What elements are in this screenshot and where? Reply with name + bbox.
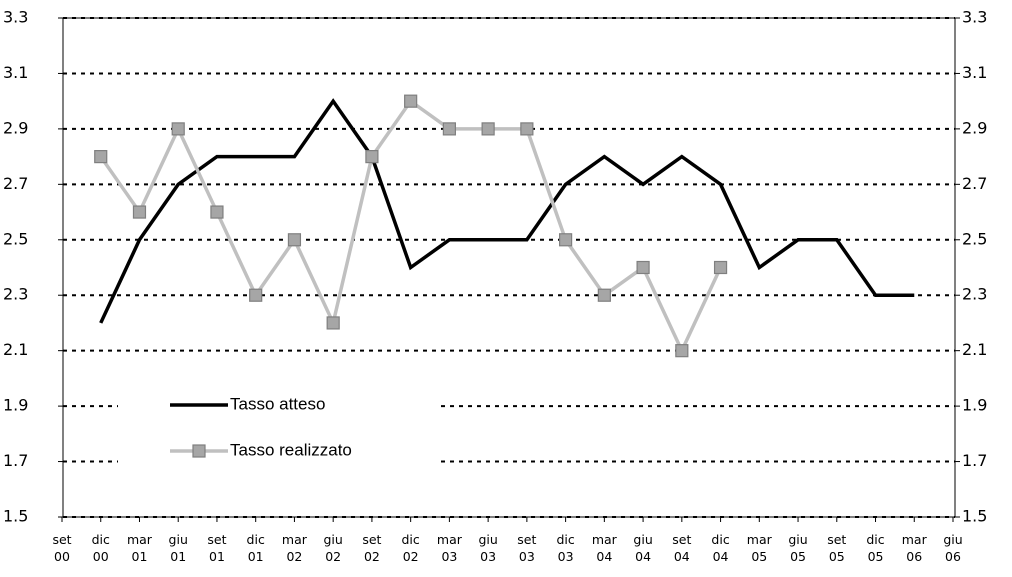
x-tick-label: giu 02	[323, 532, 343, 564]
marker	[481, 122, 495, 136]
y-tick-label: 2.9	[3, 118, 28, 137]
x-tick-label: giu 04	[633, 532, 653, 564]
x-tick-label: dic 01	[246, 532, 265, 564]
x-tick-label: giu 01	[168, 532, 188, 564]
x-tick-label: set 02	[362, 532, 382, 564]
y2-tick-label: 2.5	[962, 229, 987, 248]
x-tick-label: set 01	[207, 532, 227, 564]
x-tick-label: set 05	[827, 532, 847, 564]
plot-frame	[62, 17, 956, 518]
marker	[249, 288, 263, 302]
x-tick-label: dic 02	[401, 532, 420, 564]
marker	[326, 316, 340, 330]
y2-tick-label: 3.3	[962, 8, 987, 27]
y2-tick-label: 2.9	[962, 118, 987, 137]
x-tick-label: giu 05	[788, 532, 808, 564]
y2-tick-label: 2.1	[962, 340, 987, 359]
x-tick-label: set 04	[672, 532, 692, 564]
x-tick-label: dic 03	[556, 532, 575, 564]
series-line	[99, 98, 723, 355]
y2-tick-label: 1.5	[962, 507, 987, 526]
legend-box	[118, 384, 440, 476]
y-tick-label: 2.5	[3, 229, 28, 248]
marker	[132, 205, 147, 219]
x-tick-label: set 00	[52, 532, 72, 564]
marker	[597, 288, 611, 302]
marker	[559, 233, 573, 247]
x-tick-label: mar 06	[901, 532, 927, 564]
x-tick-label: giu 03	[478, 532, 498, 564]
x-tick-label: giu 06	[943, 532, 963, 564]
x-tick-label: mar 04	[591, 532, 617, 564]
x-tick-label: mar 01	[126, 532, 152, 564]
y-tick-label: 2.3	[3, 285, 28, 304]
marker	[675, 344, 689, 358]
x-tick-label: dic 04	[711, 532, 730, 564]
y2-tick-label: 3.1	[962, 63, 987, 82]
marker	[94, 150, 108, 164]
y2-tick-label: 1.9	[962, 396, 987, 415]
legend-label: Tasso realizzato	[230, 440, 352, 459]
legend-label: Tasso atteso	[230, 394, 325, 413]
y-tick-label: 1.7	[3, 451, 28, 470]
y-tick-label: 3.1	[3, 63, 28, 82]
marker	[636, 260, 650, 275]
marker	[287, 233, 302, 247]
marker	[713, 260, 728, 275]
y-tick-label: 1.5	[3, 507, 28, 526]
y2-tick-label: 2.7	[962, 174, 987, 193]
marker	[404, 94, 418, 108]
series-line	[99, 98, 915, 324]
marker	[210, 205, 224, 219]
y2-tick-label: 2.3	[962, 285, 987, 304]
marker	[171, 122, 185, 136]
legend-marker	[192, 444, 206, 458]
x-tick-label: set 03	[517, 532, 537, 564]
x-tick-label: mar 03	[436, 532, 462, 564]
x-tick-label: dic 00	[91, 532, 110, 564]
marker	[365, 150, 379, 164]
x-tick-label: mar 05	[746, 532, 772, 564]
y-tick-label: 2.7	[3, 174, 28, 193]
marker	[520, 122, 534, 136]
y2-tick-label: 1.7	[962, 451, 987, 470]
marker	[442, 122, 456, 136]
x-tick-label: dic 05	[866, 532, 885, 564]
y-tick-label: 1.9	[3, 396, 28, 415]
y-tick-label: 2.1	[3, 340, 28, 359]
x-tick-label: mar 02	[281, 532, 307, 564]
y-tick-label: 3.3	[3, 8, 28, 27]
